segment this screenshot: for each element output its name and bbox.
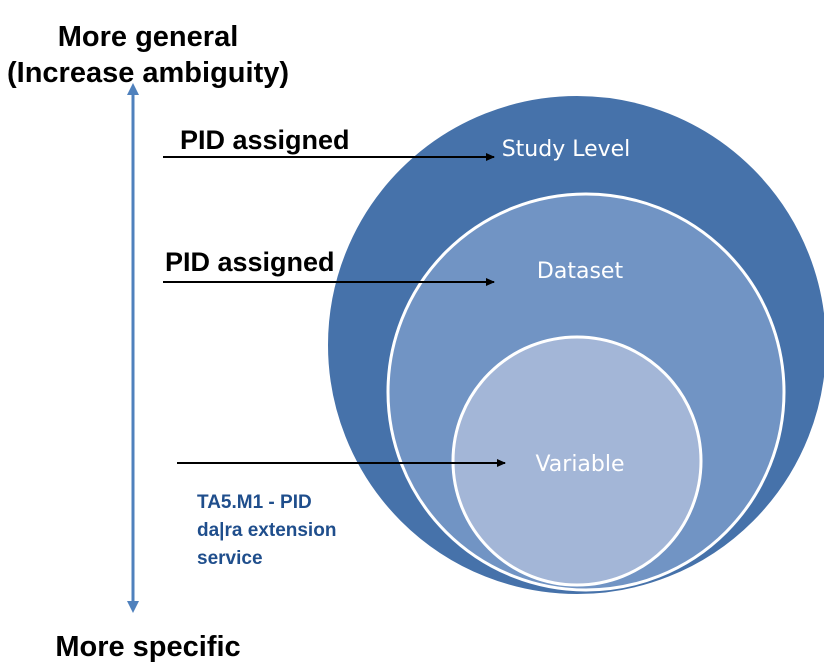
arrow-label: TA5.M1 - PID xyxy=(197,492,312,513)
top-label: (Increase ambiguity) xyxy=(7,57,289,89)
arrow-label: PID assigned xyxy=(165,247,335,277)
bottom-label: More specific xyxy=(55,631,240,662)
variable-circle xyxy=(451,335,703,587)
circle-label: Dataset xyxy=(537,259,624,284)
circle-label: Variable xyxy=(535,452,624,477)
arrow-label: PID assigned xyxy=(180,125,350,155)
top-label: More general xyxy=(58,21,239,53)
arrow-label: da|ra extension xyxy=(197,520,336,541)
arrow-label: service xyxy=(197,548,263,569)
circle-label: Study Level xyxy=(502,137,631,162)
